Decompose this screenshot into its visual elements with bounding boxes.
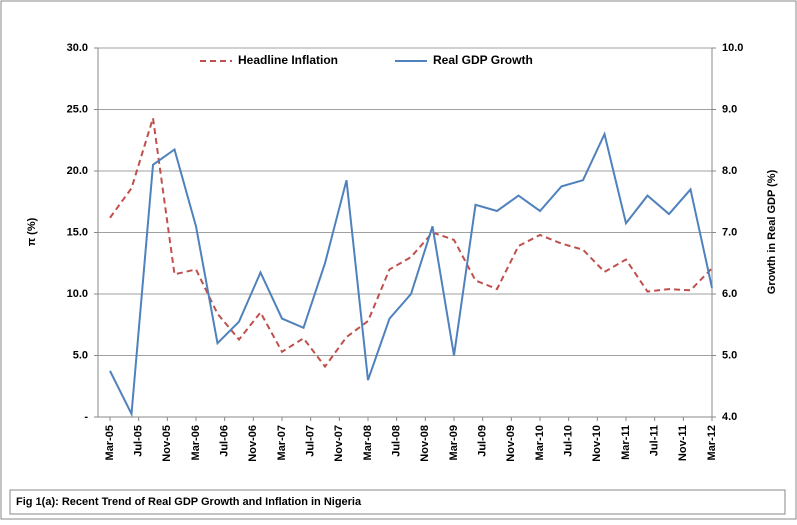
x-tick-label: Mar-12 [706, 425, 718, 460]
x-tick-label: Nov-10 [591, 425, 603, 462]
x-tick-label: Nov-06 [247, 425, 259, 462]
y2-tick-label: 5.0 [722, 349, 737, 361]
y2-tick-label: 10.0 [722, 42, 743, 54]
x-tick-label: Nov-07 [333, 425, 345, 462]
legend-label: Real GDP Growth [433, 53, 533, 67]
x-tick-label: Jul-07 [305, 425, 317, 457]
caption-box [9, 489, 786, 515]
x-tick-label: Jul-05 [133, 425, 145, 457]
y2-tick-label: 9.0 [722, 103, 737, 115]
y-tick-label: 15.0 [67, 226, 88, 238]
x-tick-label: Mar-08 [362, 425, 374, 460]
y-tick-label: 10.0 [67, 288, 88, 300]
x-tick-label: Mar-10 [534, 425, 546, 460]
y-tick-label: 5.0 [73, 349, 88, 361]
y-tick-label: 20.0 [67, 165, 88, 177]
y2-tick-label: 6.0 [722, 288, 737, 300]
series-line [109, 131, 713, 418]
x-tick-label: Mar-09 [448, 425, 460, 460]
y-tick-label: 30.0 [67, 42, 88, 54]
x-tick-label: Mar-05 [104, 425, 116, 460]
x-tick-label: Nov-09 [505, 425, 517, 462]
x-tick-label: Mar-11 [620, 425, 632, 460]
y-axis-label: π (%) [26, 217, 38, 246]
y-tick-label: 25.0 [67, 103, 88, 115]
y2-tick-label: 4.0 [722, 411, 737, 423]
x-tick-label: Jul-11 [649, 425, 661, 456]
x-tick-label: Nov-11 [677, 425, 689, 461]
caption: Fig 1(a): Recent Trend of Real GDP Growt… [16, 496, 362, 508]
legend-label: Headline Inflation [238, 53, 338, 67]
y2-tick-label: 8.0 [722, 165, 737, 177]
x-tick-label: Jul-08 [391, 425, 403, 457]
x-tick-label: Nov-08 [419, 425, 431, 462]
x-tick-label: Jul-06 [219, 425, 231, 457]
x-tick-label: Jul-09 [477, 425, 489, 457]
x-tick-label: Jul-10 [563, 425, 575, 457]
x-tick-label: Mar-06 [190, 425, 202, 460]
y2-axis-label: Growth in Real GDP (%) [766, 169, 778, 294]
y2-tick-label: 7.0 [722, 226, 737, 238]
x-tick-label: Nov-05 [161, 425, 173, 462]
x-tick-label: Mar-07 [276, 425, 288, 460]
y-tick-label: - [84, 411, 88, 423]
